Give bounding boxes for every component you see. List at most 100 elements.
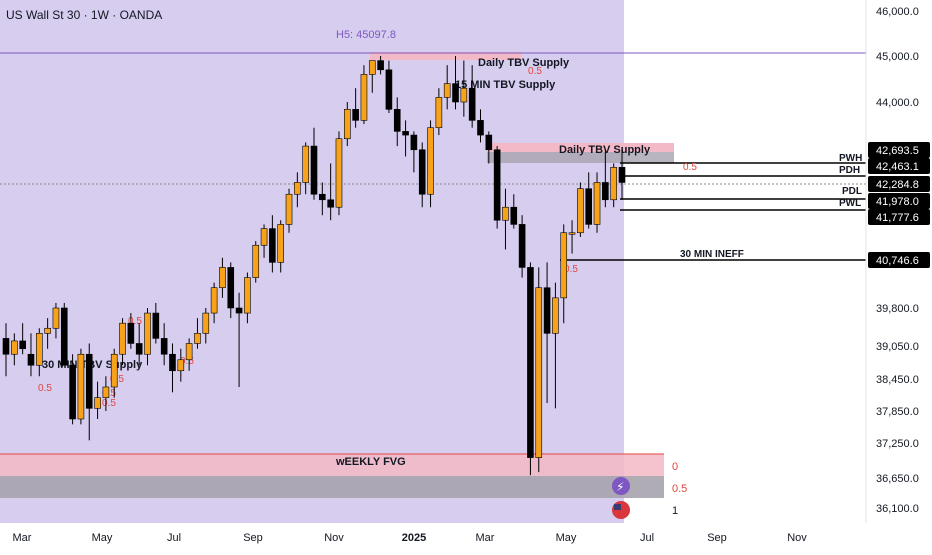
candle-body	[85, 353, 93, 409]
candle-body	[2, 338, 10, 355]
fib-05-label: 0.5	[672, 483, 687, 495]
candle-body	[11, 340, 18, 355]
y-tick-label: 39,050.0	[876, 341, 919, 353]
candle-body	[360, 74, 368, 121]
candle-body	[277, 224, 285, 263]
price-label: 41,777.6	[876, 212, 919, 224]
candle-body	[110, 353, 118, 388]
pdl-label: PDL	[842, 186, 862, 197]
min30-supply-label: 30 MIN TBV Supply	[42, 359, 143, 371]
candle-body	[618, 167, 626, 183]
candle-body	[210, 287, 218, 314]
min-supply-label: 15 MIN TBV Supply	[455, 79, 556, 91]
half-marker-9: 0.5	[102, 398, 116, 409]
candle-body	[19, 340, 26, 350]
candle-body	[602, 182, 609, 201]
candle-body	[543, 287, 551, 334]
y-tick-label: 44,000.0	[876, 97, 919, 109]
candle-body	[27, 353, 35, 366]
y-tick-label: 36,100.0	[876, 503, 919, 515]
candle-body	[252, 244, 260, 278]
candle-body	[294, 182, 301, 195]
us-flag-icon-canton	[614, 504, 621, 510]
candle-body	[285, 193, 293, 225]
price-label-box	[868, 193, 930, 209]
x-ticks-group: Mar May Jul Sep Nov 2025 Mar May Jul Sep Nov	[13, 532, 808, 544]
candle-body	[577, 188, 584, 234]
candle-body	[452, 83, 459, 103]
y-ticks-group: 46,000.0 45,000.0 44,000.0 39,800.0 39,050.0…	[876, 6, 919, 515]
y-tick-label: 37,250.0	[876, 438, 919, 450]
y-tick-label: 36,650.0	[876, 473, 919, 485]
candle-body	[377, 60, 384, 71]
candle-body	[35, 333, 43, 366]
candle-body	[202, 312, 210, 334]
x-tick-label: 2025	[402, 532, 426, 544]
x-tick-label: Jul	[167, 532, 181, 544]
daily-supply-label-1: Daily TBV Supply	[478, 57, 570, 69]
price-label: 41,978.0	[876, 196, 919, 208]
candle-body	[177, 359, 185, 372]
candle-body	[327, 199, 334, 208]
candle-body	[319, 193, 326, 201]
fvg-label: wEEKLY FVG	[335, 456, 406, 468]
candle-body	[560, 232, 568, 299]
x-tick-label: Mar	[476, 532, 495, 544]
candle-body	[52, 307, 60, 329]
candle-body	[527, 267, 534, 458]
candle-body	[60, 307, 68, 366]
fib-0-label: 0	[672, 461, 678, 473]
candle-body	[443, 83, 451, 98]
candle-body	[485, 134, 493, 151]
candle-body	[94, 397, 101, 409]
lightning-icon-glyph: ⚡	[616, 480, 624, 494]
price-label-box	[868, 209, 930, 225]
x-tick-label: Nov	[324, 532, 344, 544]
candle-body	[302, 145, 309, 183]
candle-body	[69, 364, 76, 420]
candle-body	[169, 353, 176, 372]
price-label-box	[868, 176, 930, 192]
y-tick-label: 39,800.0	[876, 303, 919, 315]
pwh-label: PWH	[839, 153, 862, 164]
x-tick-label: Nov	[787, 532, 807, 544]
candle-body	[185, 343, 193, 361]
candle-body	[568, 232, 576, 235]
x-tick-label: Jul	[640, 532, 654, 544]
price-label: 42,693.5	[876, 145, 919, 157]
candle-body	[235, 307, 243, 314]
fvg-zone-gray	[0, 476, 664, 498]
candle-body	[477, 120, 484, 136]
price-label: 42,463.1	[876, 161, 919, 173]
x-tick-label: Sep	[707, 532, 727, 544]
candle-body	[610, 167, 617, 201]
daily-supply-zone-1	[370, 52, 522, 60]
candle-body	[502, 206, 509, 221]
candle-body	[194, 333, 201, 344]
x-tick-label: May	[92, 532, 113, 544]
candle-body	[269, 228, 276, 263]
candle-body	[410, 134, 418, 151]
candle-body	[393, 109, 401, 132]
half-marker-1: 0.5	[528, 66, 542, 77]
candle-body	[402, 131, 409, 136]
candle-body	[135, 343, 143, 355]
daily-supply-zone-2-top	[487, 143, 674, 152]
candle-body	[152, 312, 160, 339]
candle-body	[460, 87, 468, 103]
candle-body	[418, 149, 426, 195]
half-marker-7: 0.5	[38, 383, 52, 394]
candle-body	[227, 267, 235, 309]
candle-body	[219, 267, 226, 289]
candle-body	[77, 353, 85, 420]
price-label-box	[868, 158, 930, 174]
candle-body	[352, 109, 359, 121]
candles-group	[2, 56, 626, 476]
lightning-icon[interactable]	[612, 477, 630, 495]
candle-body	[244, 277, 251, 314]
pdh-label: PDH	[839, 165, 860, 176]
price-label-box	[868, 252, 930, 268]
h5-label: H5: 45097.8	[336, 29, 396, 41]
